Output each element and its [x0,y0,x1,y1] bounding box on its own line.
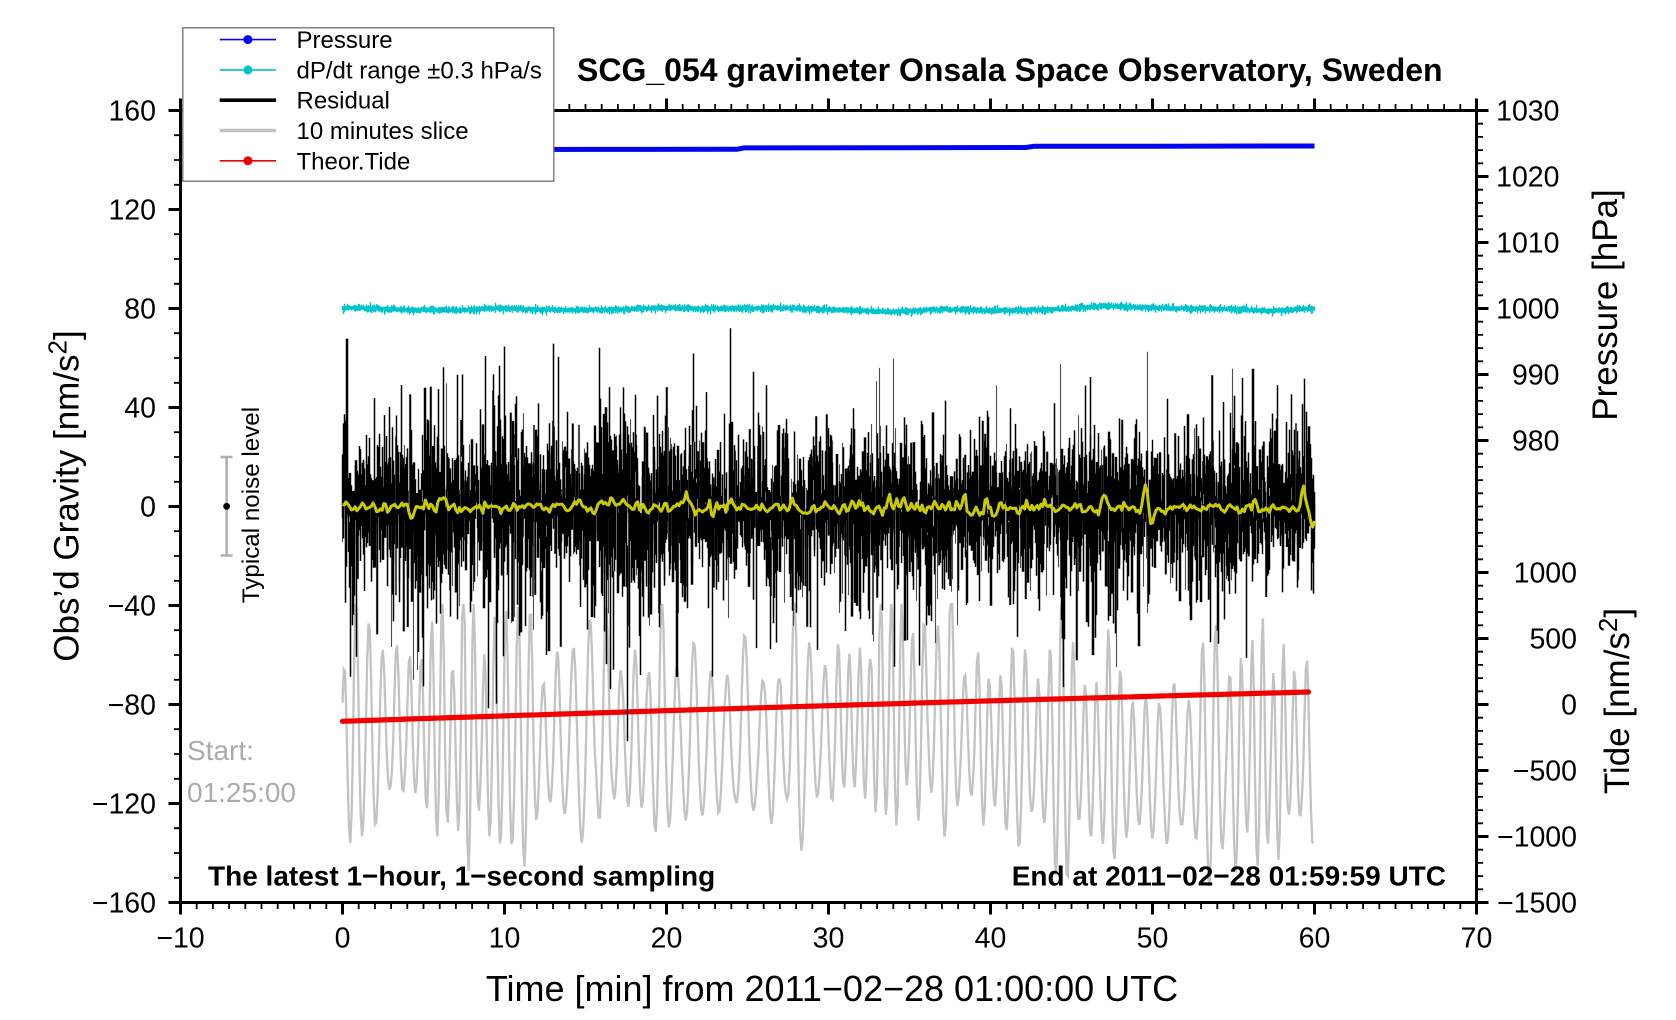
svg-text:−80: −80 [108,690,156,722]
svg-text:0: 0 [335,923,351,955]
svg-text:1020: 1020 [1496,162,1559,194]
svg-text:40: 40 [124,393,156,425]
svg-text:Start:: Start: [187,735,254,766]
svg-text:−120: −120 [92,789,156,821]
svg-text:70: 70 [1461,923,1493,955]
svg-text:60: 60 [1299,923,1331,955]
svg-text:10: 10 [489,923,521,955]
svg-text:dP/dt range ±0.3 hPa/s: dP/dt range ±0.3 hPa/s [297,57,542,84]
svg-text:−1500: −1500 [1497,888,1577,920]
svg-text:−160: −160 [92,888,156,920]
svg-text:990: 990 [1512,360,1560,392]
svg-text:1010: 1010 [1496,228,1559,260]
svg-text:End at 2011−02−28 01:59:59 UTC: End at 2011−02−28 01:59:59 UTC [1012,861,1446,892]
svg-text:1000: 1000 [1496,294,1559,326]
svg-text:Tide [nm/s2]: Tide [nm/s2] [1593,608,1637,794]
svg-text:−40: −40 [108,591,156,623]
svg-text:0: 0 [1561,690,1577,722]
svg-text:1030: 1030 [1496,96,1559,128]
svg-text:Pressure: Pressure [297,27,393,54]
svg-text:The latest 1−hour, 1−second sa: The latest 1−hour, 1−second sampling [208,861,715,892]
svg-text:Theor.Tide: Theor.Tide [297,148,411,175]
svg-text:50: 50 [1137,923,1169,955]
svg-text:Residual: Residual [297,88,390,115]
svg-text:500: 500 [1529,624,1577,656]
svg-text:120: 120 [108,195,156,227]
svg-text:SCG_054 gravimeter Onsala Spac: SCG_054 gravimeter Onsala Space Observat… [577,52,1443,88]
svg-text:01:25:00: 01:25:00 [187,777,296,808]
svg-text:Time [min] from 2011−02−28 01:: Time [min] from 2011−02−28 01:00:00 UTC [486,968,1178,1009]
svg-text:1000: 1000 [1514,558,1577,590]
svg-text:10 minutes slice: 10 minutes slice [297,118,469,145]
svg-text:980: 980 [1512,426,1560,458]
svg-text:−500: −500 [1513,756,1577,788]
svg-text:80: 80 [124,294,156,326]
svg-text:20: 20 [651,923,683,955]
svg-text:Typical noise level: Typical noise level [238,407,265,603]
svg-text:30: 30 [813,923,845,955]
svg-text:40: 40 [975,923,1007,955]
svg-text:−1000: −1000 [1497,822,1577,854]
svg-text:Obs’d Gravity [nm/s2]: Obs’d Gravity [nm/s2] [43,330,87,662]
svg-text:0: 0 [140,492,156,524]
svg-text:Pressure [hPa]: Pressure [hPa] [1586,189,1625,421]
svg-text:160: 160 [108,96,156,128]
svg-text:−10: −10 [156,923,204,955]
